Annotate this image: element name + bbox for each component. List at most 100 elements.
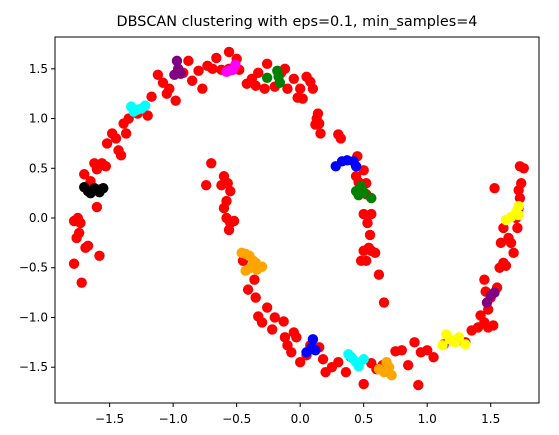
data-point — [222, 178, 233, 189]
data-point — [200, 179, 212, 191]
data-point — [307, 334, 319, 345]
y-axis-ticks: −1.5 −1.0 −0.5 0.0 0.5 1.0 1.5 — [19, 62, 55, 374]
data-points — [68, 46, 529, 391]
data-point — [261, 72, 273, 83]
data-point — [422, 345, 433, 356]
data-point — [242, 284, 254, 295]
data-point — [482, 322, 494, 333]
x-tick-label: −1.0 — [159, 412, 188, 426]
data-point — [294, 83, 306, 94]
data-point — [267, 324, 278, 335]
data-point — [206, 158, 217, 169]
data-point — [282, 83, 293, 94]
y-tick-label: 0.0 — [29, 211, 48, 225]
data-point — [512, 222, 523, 234]
data-point — [315, 128, 326, 139]
data-point — [171, 55, 183, 67]
data-point — [301, 347, 312, 358]
data-point — [110, 133, 122, 144]
data-point — [193, 65, 204, 77]
data-point — [505, 237, 517, 249]
data-point — [250, 80, 261, 91]
data-point — [514, 192, 526, 204]
y-tick-label: −1.5 — [19, 360, 48, 374]
data-point — [516, 178, 527, 189]
data-point — [358, 186, 369, 198]
data-point — [310, 345, 321, 356]
data-point — [187, 75, 198, 86]
data-point — [91, 201, 103, 213]
data-point — [437, 340, 448, 351]
data-point — [358, 354, 369, 365]
data-point — [333, 357, 344, 368]
data-point — [340, 366, 352, 378]
data-point — [100, 161, 112, 172]
data-point — [297, 93, 308, 104]
data-point — [310, 119, 321, 130]
data-point — [307, 83, 319, 94]
x-tick-label: −1.5 — [95, 412, 124, 426]
data-point — [250, 292, 261, 303]
data-point — [378, 366, 390, 378]
y-tick-label: 1.5 — [29, 62, 48, 76]
data-point — [218, 202, 230, 214]
data-point — [335, 133, 347, 144]
data-point — [76, 277, 87, 288]
data-point — [479, 274, 490, 285]
data-point — [358, 208, 369, 220]
x-tick-label: −0.5 — [222, 412, 251, 426]
x-tick-label: 1.5 — [481, 412, 500, 426]
data-point — [146, 91, 157, 102]
x-tick-label: 0.5 — [354, 412, 373, 426]
data-point — [508, 247, 519, 259]
y-tick-label: −0.5 — [19, 261, 48, 275]
data-point — [373, 269, 385, 280]
data-point — [139, 100, 151, 111]
data-point — [273, 71, 284, 82]
x-tick-label: 1.0 — [418, 412, 437, 426]
data-point — [75, 217, 86, 229]
data-point — [98, 182, 109, 194]
data-point — [230, 59, 241, 71]
data-point — [413, 379, 424, 391]
data-point — [101, 138, 113, 149]
data-point — [500, 260, 512, 271]
data-point — [489, 287, 500, 298]
data-point — [94, 250, 105, 261]
data-point — [120, 128, 132, 139]
data-point — [513, 200, 524, 212]
data-point — [73, 227, 85, 239]
data-point — [513, 209, 524, 221]
data-point — [82, 240, 94, 252]
data-point — [518, 163, 529, 174]
data-point — [358, 165, 369, 176]
data-point — [428, 352, 439, 363]
data-point — [228, 215, 240, 227]
y-tick-label: −1.0 — [19, 310, 48, 324]
data-point — [495, 237, 507, 249]
data-point — [211, 52, 222, 64]
data-point — [362, 217, 373, 229]
data-point — [364, 229, 376, 241]
data-point — [350, 161, 362, 172]
data-point — [498, 222, 509, 234]
data-point — [197, 83, 208, 94]
data-point — [396, 345, 407, 356]
data-point — [453, 332, 465, 343]
data-point — [207, 63, 218, 75]
data-point — [294, 357, 306, 368]
data-point — [253, 67, 264, 79]
data-point — [79, 169, 90, 180]
data-point — [489, 182, 500, 194]
data-point — [256, 261, 268, 272]
data-point — [402, 360, 414, 371]
data-point — [269, 312, 280, 323]
data-point — [142, 110, 153, 121]
data-point — [175, 68, 186, 80]
data-point — [279, 332, 291, 343]
data-point — [164, 83, 175, 94]
data-point — [317, 354, 329, 365]
chart-title: DBSCAN clustering with eps=0.1, min_samp… — [117, 14, 478, 30]
data-point — [240, 265, 251, 276]
